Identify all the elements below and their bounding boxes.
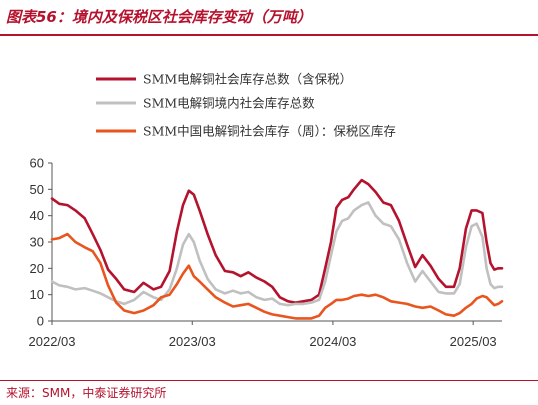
- x-tick-label: 2022/03: [29, 334, 76, 349]
- x-tick-label: 2025/03: [450, 334, 497, 349]
- source-rule: [0, 380, 538, 381]
- series-line-1: [50, 178, 504, 304]
- legend-label-1: SMM电解铜社会库存总数（含保税）: [143, 72, 352, 87]
- figure-title: 图表56：境内及保税区社会库存变动（万吨）: [6, 8, 312, 26]
- y-tick-label: 40: [30, 208, 44, 223]
- title-rule: [0, 34, 538, 36]
- y-tick-label: 10: [30, 287, 44, 302]
- legend-label-2: SMM电解铜境内社会库存总数: [143, 96, 315, 111]
- y-tick-label: 20: [30, 261, 44, 276]
- y-tick-label: 60: [30, 156, 44, 171]
- chart-series: [50, 178, 504, 320]
- x-tick-label: 2023/03: [169, 334, 216, 349]
- inventory-line-chart: SMM电解铜社会库存总数（含保税） SMM电解铜境内社会库存总数 SMM中国电解铜社…: [29, 72, 504, 349]
- series-line-3: [50, 232, 504, 320]
- y-tick-label: 0: [37, 314, 44, 329]
- y-tick-label: 50: [30, 182, 44, 197]
- source-note: 来源：SMM，中泰证券研究所: [6, 386, 167, 400]
- x-tick-label: 2024/03: [309, 334, 356, 349]
- chart-legend: SMM电解铜社会库存总数（含保税） SMM电解铜境内社会库存总数 SMM中国电解铜社…: [96, 72, 396, 139]
- series-line-2: [50, 201, 504, 307]
- legend-label-3: SMM中国电解铜社会库存（周）：保税区库存: [143, 124, 396, 139]
- chart-axes: 0 10 20 30 40 50 60 2022/03 2023/03 2024/03 2025/0…: [29, 156, 502, 349]
- y-tick-label: 30: [30, 235, 44, 250]
